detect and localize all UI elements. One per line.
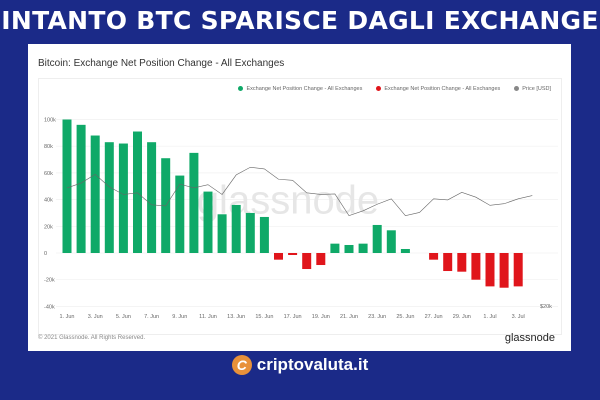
bar-positive — [231, 204, 241, 253]
x-tick-label: 7. Jun — [144, 314, 159, 320]
bar-positive — [386, 230, 396, 253]
x-tick-label: 25. Jun — [396, 314, 414, 320]
bar-negative — [288, 253, 298, 256]
x-tick-label: 23. Jun — [368, 314, 386, 320]
x-tick-label: 1. Jul — [483, 314, 496, 320]
bar-positive — [344, 244, 354, 253]
y-tick-label: 20k — [44, 224, 53, 230]
bar-positive — [330, 243, 340, 253]
bar-positive — [203, 191, 213, 253]
bar-positive — [400, 248, 410, 253]
bar-positive — [133, 131, 142, 253]
bar-negative — [499, 253, 509, 288]
bar-negative — [443, 253, 453, 272]
banner-title: INTANTO BTC SPARISCE DAGLI EXCHANGE — [1, 6, 599, 35]
right-axis-label: $20k — [540, 304, 552, 310]
copyright: © 2021 Glassnode. All Rights Reserved. — [38, 335, 146, 341]
bar-negative — [457, 253, 467, 272]
bar-negative — [513, 253, 523, 287]
legend-item-price[interactable]: Price [USD] — [514, 86, 551, 92]
x-tick-label: 9. Jun — [172, 314, 187, 320]
x-tick-label: 13. Jun — [227, 314, 245, 320]
footer-brand: C criptovaluta.it — [0, 355, 600, 375]
x-tick-label: 1. Jun — [60, 314, 75, 320]
bar-positive — [90, 135, 100, 253]
bar-negative — [274, 253, 283, 260]
x-tick-label: 5. Jun — [116, 314, 131, 320]
bar-positive — [104, 142, 114, 253]
y-tick-label: 60k — [44, 171, 53, 177]
plot-area — [38, 78, 562, 335]
legend-label: Price [USD] — [522, 86, 551, 92]
x-tick-label: 3. Jun — [88, 314, 103, 320]
legend-dot-icon — [376, 86, 382, 92]
glassnode-logo: glassnode — [504, 332, 555, 344]
bar-negative — [316, 253, 326, 266]
legend-label: Exchange Net Position Change - All Excha… — [246, 86, 363, 92]
bar-negative — [429, 253, 439, 260]
bar-positive — [217, 214, 227, 253]
bar-positive — [259, 216, 269, 253]
bar-positive — [175, 175, 185, 253]
x-tick-label: 21. Jun — [340, 314, 358, 320]
legend-dot-icon — [238, 86, 244, 92]
x-tick-label: 19. Jun — [312, 314, 330, 320]
y-tick-label: 100k — [44, 118, 56, 124]
y-tick-label: 40k — [44, 198, 53, 204]
chart-title: Bitcoin: Exchange Net Position Change - … — [38, 58, 285, 69]
bitcoin-coin-icon: C — [231, 355, 252, 375]
bar-positive — [118, 143, 128, 253]
bar-positive — [147, 142, 157, 253]
x-tick-label: 29. Jun — [453, 314, 471, 320]
legend-item-positive[interactable]: Exchange Net Position Change - All Excha… — [238, 86, 362, 92]
y-tick-label: 0 — [44, 251, 47, 257]
bar-negative — [485, 253, 495, 287]
y-tick-label: -40k — [44, 304, 55, 310]
bar-negative — [471, 253, 481, 280]
bar-positive — [76, 124, 86, 253]
x-tick-label: 17. Jun — [284, 314, 302, 320]
x-tick-label: 3. Jul — [512, 314, 525, 320]
brand-name: criptovaluta.it — [256, 355, 369, 374]
legend-dot-icon — [514, 86, 520, 92]
legend: Exchange Net Position Change - All Excha… — [238, 86, 551, 92]
legend-item-negative[interactable]: Exchange Net Position Change - All Excha… — [376, 86, 500, 92]
bar-positive — [358, 243, 368, 253]
bar-negative — [302, 253, 312, 270]
price-line — [66, 166, 533, 217]
legend-label: Exchange Net Position Change - All Excha… — [384, 86, 501, 92]
chart-card: Bitcoin: Exchange Net Position Change - … — [28, 44, 571, 351]
y-tick-label: -20k — [44, 278, 55, 284]
y-tick-label: 80k — [44, 144, 53, 150]
bar-positive — [189, 152, 199, 253]
x-tick-label: 11. Jun — [199, 314, 217, 320]
bar-positive — [62, 119, 72, 253]
x-tick-label: 15. Jun — [255, 314, 273, 320]
bar-positive — [372, 224, 382, 253]
bar-positive — [245, 212, 255, 253]
x-tick-label: 27. Jun — [425, 314, 443, 320]
